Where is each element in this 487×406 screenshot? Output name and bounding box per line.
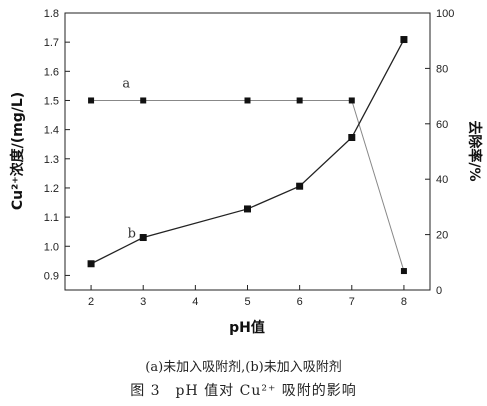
x-tick-label: 8 xyxy=(401,296,407,308)
data-point-b xyxy=(400,36,408,44)
data-point-a xyxy=(88,97,95,104)
y2-axis-title: 去除率/% xyxy=(466,120,483,181)
y-tick-label: 1.2 xyxy=(44,183,59,195)
x-tick-label: 5 xyxy=(244,296,250,308)
y2-tick-label: 0 xyxy=(436,285,442,297)
figure-note: (a)未加入吸附剂,(b)未加入吸附剂 xyxy=(145,360,342,375)
series-line-a xyxy=(91,99,405,272)
plot-frame xyxy=(64,12,431,291)
y-axis-title: Cu²⁺浓度/(mg/L) xyxy=(9,92,26,210)
data-point-a xyxy=(296,97,303,104)
y2-tick-label: 40 xyxy=(436,174,448,186)
data-point-a xyxy=(348,97,355,104)
data-point-b xyxy=(296,182,304,190)
data-point-b xyxy=(348,134,356,142)
y2-tick-label: 80 xyxy=(436,63,448,75)
y-tick-label: 0.9 xyxy=(44,270,59,282)
y-tick-label: 1.7 xyxy=(44,37,59,49)
data-point-a xyxy=(244,97,251,104)
series-layer: ab xyxy=(87,36,408,275)
series-line-b xyxy=(90,39,405,265)
y2-tick-label: 20 xyxy=(436,230,448,242)
x-axis-ticks: 2 3 4 5 6 7 8 xyxy=(88,285,407,308)
y2-tick-label: 100 xyxy=(436,8,454,20)
x-axis-title: pH值 xyxy=(229,319,265,336)
data-point-a xyxy=(400,268,407,275)
y-tick-label: 1.4 xyxy=(44,125,59,137)
x-tick-label: 4 xyxy=(192,296,198,308)
y-tick-label: 1.0 xyxy=(44,241,59,253)
series-label-b: b xyxy=(128,227,136,242)
y-tick-label: 1.8 xyxy=(44,8,59,20)
y-axis-ticks: 0.9 1.0 1.1 1.2 1.3 1.4 1.5 1.6 1.7 1.8 xyxy=(44,8,70,282)
figure-caption: 图 3 pH 值对 Cu²⁺ 吸附的影响 xyxy=(130,383,357,399)
x-tick-label: 7 xyxy=(349,296,355,308)
data-point-b xyxy=(244,205,251,213)
y-tick-label: 1.6 xyxy=(44,66,59,78)
series-label-a: a xyxy=(122,76,130,91)
y-tick-label: 1.5 xyxy=(44,95,59,107)
data-point-a xyxy=(140,97,147,104)
y-tick-label: 1.3 xyxy=(44,154,59,166)
data-point-b xyxy=(139,234,147,242)
y-tick-label: 1.1 xyxy=(44,212,59,224)
x-tick-label: 6 xyxy=(297,296,303,308)
x-tick-label: 2 xyxy=(88,296,94,308)
y2-tick-label: 60 xyxy=(436,119,448,131)
y2-axis-ticks: 0 20 40 60 80 100 xyxy=(425,8,454,297)
data-point-b xyxy=(87,260,95,268)
x-tick-label: 3 xyxy=(140,296,146,308)
